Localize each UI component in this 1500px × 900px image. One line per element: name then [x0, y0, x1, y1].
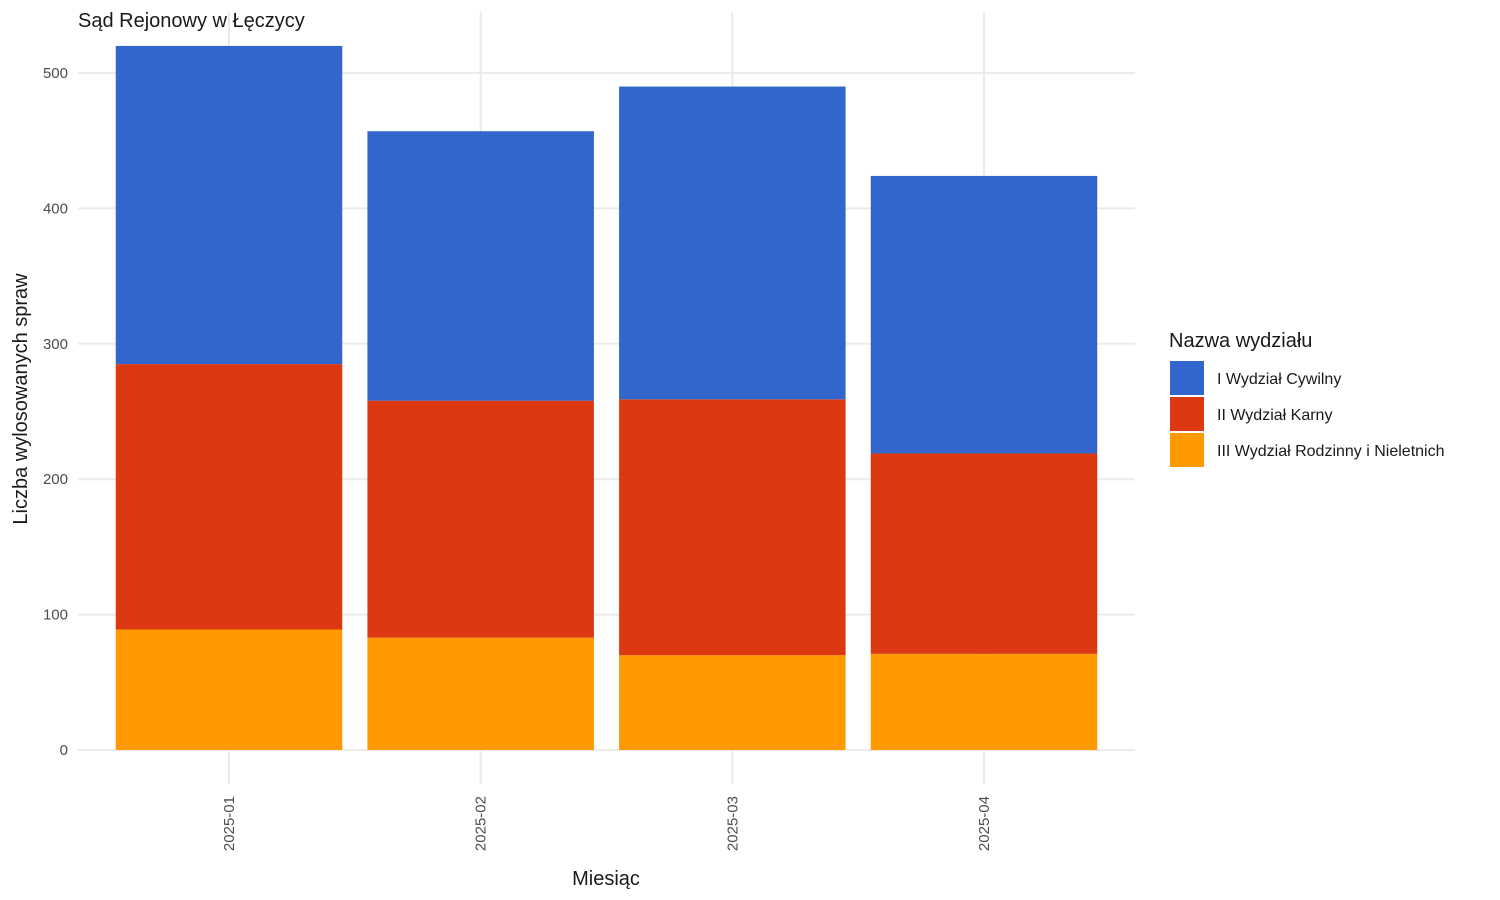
x-tick-label: 2025-04 [976, 796, 993, 851]
y-tick-label: 100 [43, 607, 68, 624]
bar-segment [367, 400, 594, 638]
y-axis-title: Liczba wylosowanych spraw [10, 273, 32, 525]
x-axis-ticks: 2025-01 2025-02 2025-03 2025-04 [221, 796, 993, 851]
legend-swatch [1170, 433, 1204, 467]
x-tick-label: 2025-01 [221, 796, 238, 851]
y-tick-label: 500 [43, 65, 68, 82]
y-axis-ticks: 0 100 200 300 400 500 [43, 65, 68, 759]
bar-segment [115, 364, 343, 630]
chart-title: Sąd Rejonowy w Łęczycy [78, 10, 305, 32]
legend: Nazwa wydziału I Wydział Cywilny II Wydzi… [1169, 330, 1445, 467]
x-axis-title: Miesiąc [572, 868, 640, 890]
bar-segment [115, 45, 343, 365]
bar-segment [619, 655, 846, 750]
legend-label: I Wydział Cywilny [1217, 371, 1341, 388]
bar-segment [870, 175, 1098, 454]
bar-segment [870, 653, 1098, 750]
bar-segment [115, 629, 343, 750]
legend-swatch [1170, 361, 1204, 395]
bar-segment [367, 637, 594, 750]
y-tick-label: 0 [60, 742, 68, 759]
legend-label: II Wydział Karny [1217, 407, 1332, 424]
bar-segment [870, 453, 1098, 654]
y-tick-label: 300 [43, 336, 68, 353]
legend-swatch [1170, 397, 1204, 431]
bars [115, 45, 1098, 750]
legend-title: Nazwa wydziału [1169, 330, 1312, 352]
y-tick-label: 200 [43, 471, 68, 488]
bar-segment [619, 399, 846, 656]
x-tick-label: 2025-02 [473, 796, 490, 851]
y-tick-label: 400 [43, 200, 68, 217]
legend-items: I Wydział Cywilny II Wydział Karny III Wyd… [1170, 361, 1445, 467]
bar-segment [619, 86, 846, 400]
bar-segment [367, 131, 594, 401]
legend-label: III Wydział Rodzinny i Nieletnich [1217, 443, 1445, 460]
x-tick-label: 2025-03 [724, 796, 741, 851]
